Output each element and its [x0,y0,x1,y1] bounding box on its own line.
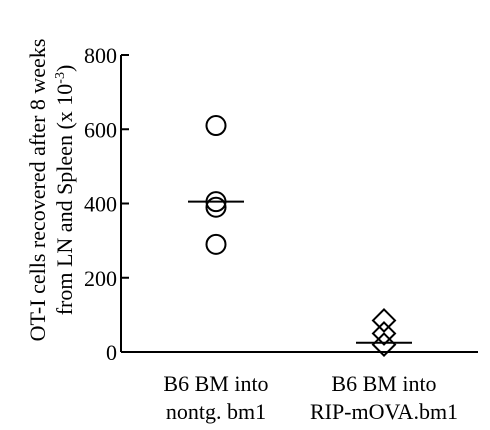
data-point-1-0 [371,308,397,333]
chart-marks [188,115,412,357]
y-axis-ticks: 0 200 400 600 800 [84,43,129,365]
y-axis-label-exponent: -3 [53,72,68,84]
x-category-label-0-line2: nontg. bm1 [166,399,266,424]
data-point-1-1 [371,321,397,346]
data-point-1-2 [371,332,397,357]
y-axis-label-suffix: ) [52,65,77,72]
y-axis-label-line1: OT-I cells recovered after 8 weeks [25,39,50,342]
x-category-label-1-line2: RIP-mOVA.bm1 [310,399,458,424]
data-point-0-0 [205,115,227,137]
x-category-label-1-line1: B6 BM into [331,371,436,396]
y-axis-label: OT-I cells recovered after 8 weeks from … [25,39,77,342]
y-tick-label-4: 800 [84,43,117,68]
y-tick-label-3: 600 [84,117,117,142]
y-tick-label-0: 0 [106,340,117,365]
y-tick-label-1: 200 [84,266,117,291]
y-tick-label-2: 400 [84,192,117,217]
x-category-label-0-line1: B6 BM into [163,371,268,396]
y-axis-label-line2: from LN and Spleen (x 10-3) [52,65,77,316]
data-point-0-3 [205,233,227,255]
y-axis-label-prefix: from LN and Spleen (x 10 [52,84,77,316]
data-point-0-2 [205,196,227,218]
